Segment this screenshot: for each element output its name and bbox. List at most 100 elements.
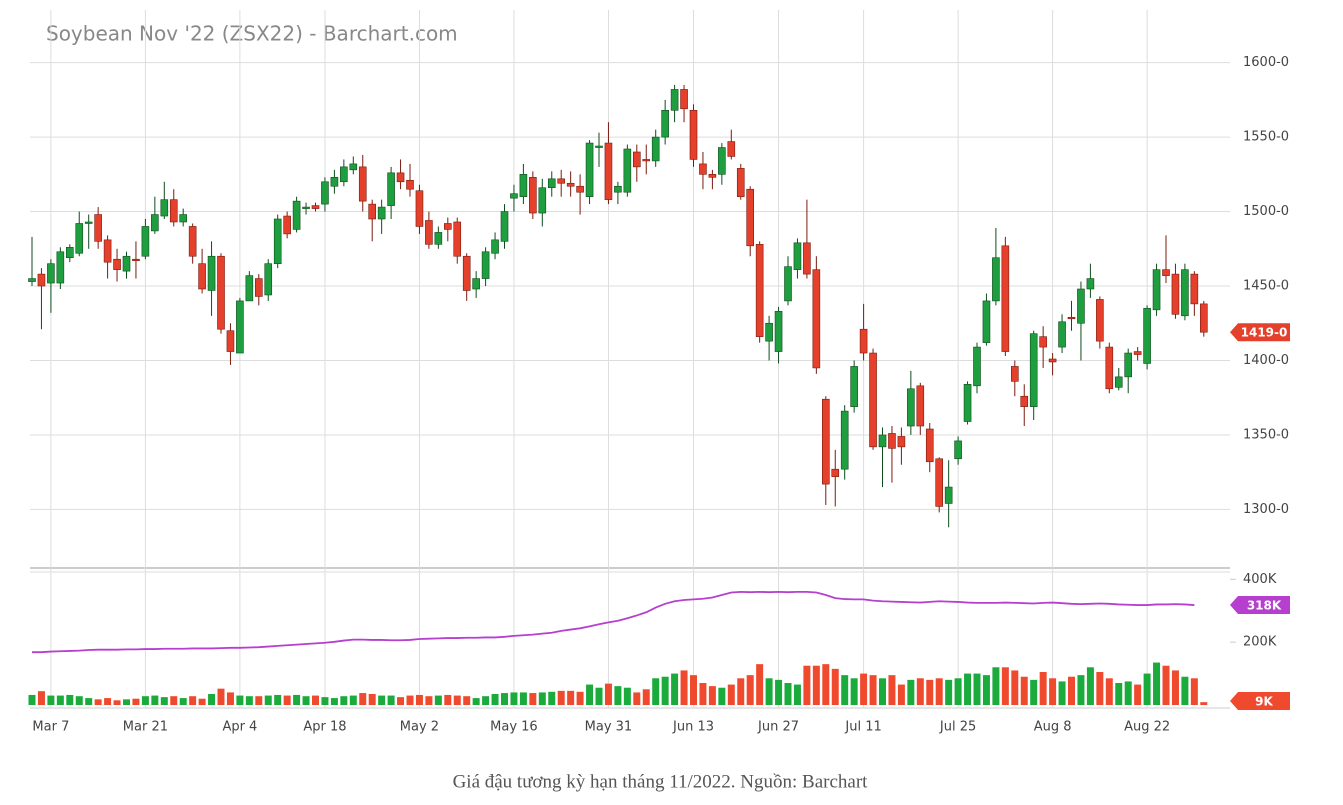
candle-body <box>377 206 386 220</box>
y-tick-label: 200K <box>1243 635 1277 650</box>
candle-body <box>340 166 348 183</box>
volume-bar <box>349 695 357 705</box>
volume-bar <box>1049 678 1057 705</box>
volume-bar <box>1096 672 1104 705</box>
candle-body <box>1020 395 1029 407</box>
candle-body <box>434 232 443 245</box>
x-tick-label: Aug 8 <box>1034 720 1072 735</box>
candle-body <box>1152 269 1161 311</box>
volume-bar <box>538 692 546 705</box>
volume-bar <box>737 678 745 705</box>
volume-bar <box>831 668 839 705</box>
volume-bar <box>557 690 565 705</box>
candle-body <box>840 410 849 470</box>
candle-body <box>585 142 594 197</box>
candle-body <box>821 398 830 485</box>
x-tick-label: Jun 27 <box>757 720 799 735</box>
candle-body <box>179 214 187 223</box>
candle-body <box>992 257 1000 302</box>
candle-body <box>368 203 377 220</box>
caption: Giá đậu tương kỳ hạn tháng 11/2022. Nguồ… <box>453 771 869 792</box>
candle-body <box>425 220 433 245</box>
volume-bar <box>604 683 612 705</box>
candle-body <box>623 148 632 193</box>
candle-body <box>699 163 707 175</box>
volume-bar <box>1001 667 1009 705</box>
candle-body <box>954 440 962 460</box>
volume-bar <box>501 693 508 705</box>
volume-bar <box>340 696 348 705</box>
volume-bar <box>519 692 527 705</box>
candle-body <box>198 263 206 290</box>
candle-body <box>746 188 755 247</box>
volume-bar <box>406 695 414 705</box>
volume-bar <box>1030 679 1038 705</box>
candle-body <box>491 239 499 254</box>
volume-bar <box>897 684 905 705</box>
candle-body <box>803 242 811 275</box>
volume-bar <box>359 693 367 705</box>
candle-body <box>708 174 717 178</box>
candle-body <box>1124 352 1132 378</box>
volume-bar <box>236 695 244 705</box>
candle-body <box>160 199 169 217</box>
volume-bar <box>28 694 36 705</box>
candle-body <box>151 214 159 232</box>
open-interest-last-label: 318K <box>1247 599 1282 613</box>
volume-bar <box>491 694 499 705</box>
candle-body <box>169 199 178 223</box>
volume-bar <box>699 683 707 705</box>
volume-bar <box>680 670 688 705</box>
volume-bar <box>888 675 896 705</box>
x-tick-label: Mar 7 <box>32 720 69 735</box>
candle-body <box>642 159 651 162</box>
candle-body <box>1143 308 1151 364</box>
candle-body <box>453 221 462 257</box>
volume-bar <box>123 699 130 705</box>
candle-body <box>217 255 225 330</box>
candle-body <box>415 190 424 227</box>
x-tick-label: Apr 4 <box>222 720 257 735</box>
candle-body <box>1048 358 1057 363</box>
candle-body <box>481 251 490 279</box>
candle-body <box>1171 273 1180 315</box>
candle-body <box>113 258 121 270</box>
volume-bar <box>189 696 197 705</box>
candle-body <box>755 244 764 337</box>
volume-bar <box>415 694 423 705</box>
candle-body <box>566 182 575 187</box>
last-price-label: 1419-0 <box>1241 326 1288 340</box>
volume-bar <box>434 695 442 705</box>
volume-bar <box>642 689 650 705</box>
candle-body <box>207 255 216 291</box>
y-tick-label: 1400-0 <box>1243 353 1289 368</box>
candle-body <box>1181 269 1189 317</box>
volume-bar <box>718 687 726 705</box>
candle-body <box>1010 366 1019 382</box>
volume-bar <box>812 665 820 705</box>
volume-bar <box>47 695 55 705</box>
candle-body <box>1067 316 1076 320</box>
candle-body <box>66 247 74 259</box>
x-tick-label: Jun 13 <box>672 720 714 735</box>
candle-body <box>273 218 282 264</box>
volume-bar <box>312 695 319 705</box>
volume-bar <box>245 696 253 705</box>
candle-body <box>784 266 792 302</box>
candle-body <box>56 251 65 284</box>
candle-body <box>944 486 953 504</box>
volume-bar <box>567 690 575 705</box>
volume-bar <box>226 692 234 705</box>
candle-body <box>869 352 877 448</box>
candle-body <box>255 278 263 297</box>
x-tick-label: Jul 25 <box>939 720 976 735</box>
candle-body <box>680 89 688 110</box>
candle-body <box>330 177 339 187</box>
volume-bar <box>387 695 395 705</box>
candle-body <box>349 163 358 171</box>
volume-bar <box>964 673 972 705</box>
candle-body <box>519 174 528 197</box>
y-tick-label: 1350-0 <box>1243 427 1289 442</box>
